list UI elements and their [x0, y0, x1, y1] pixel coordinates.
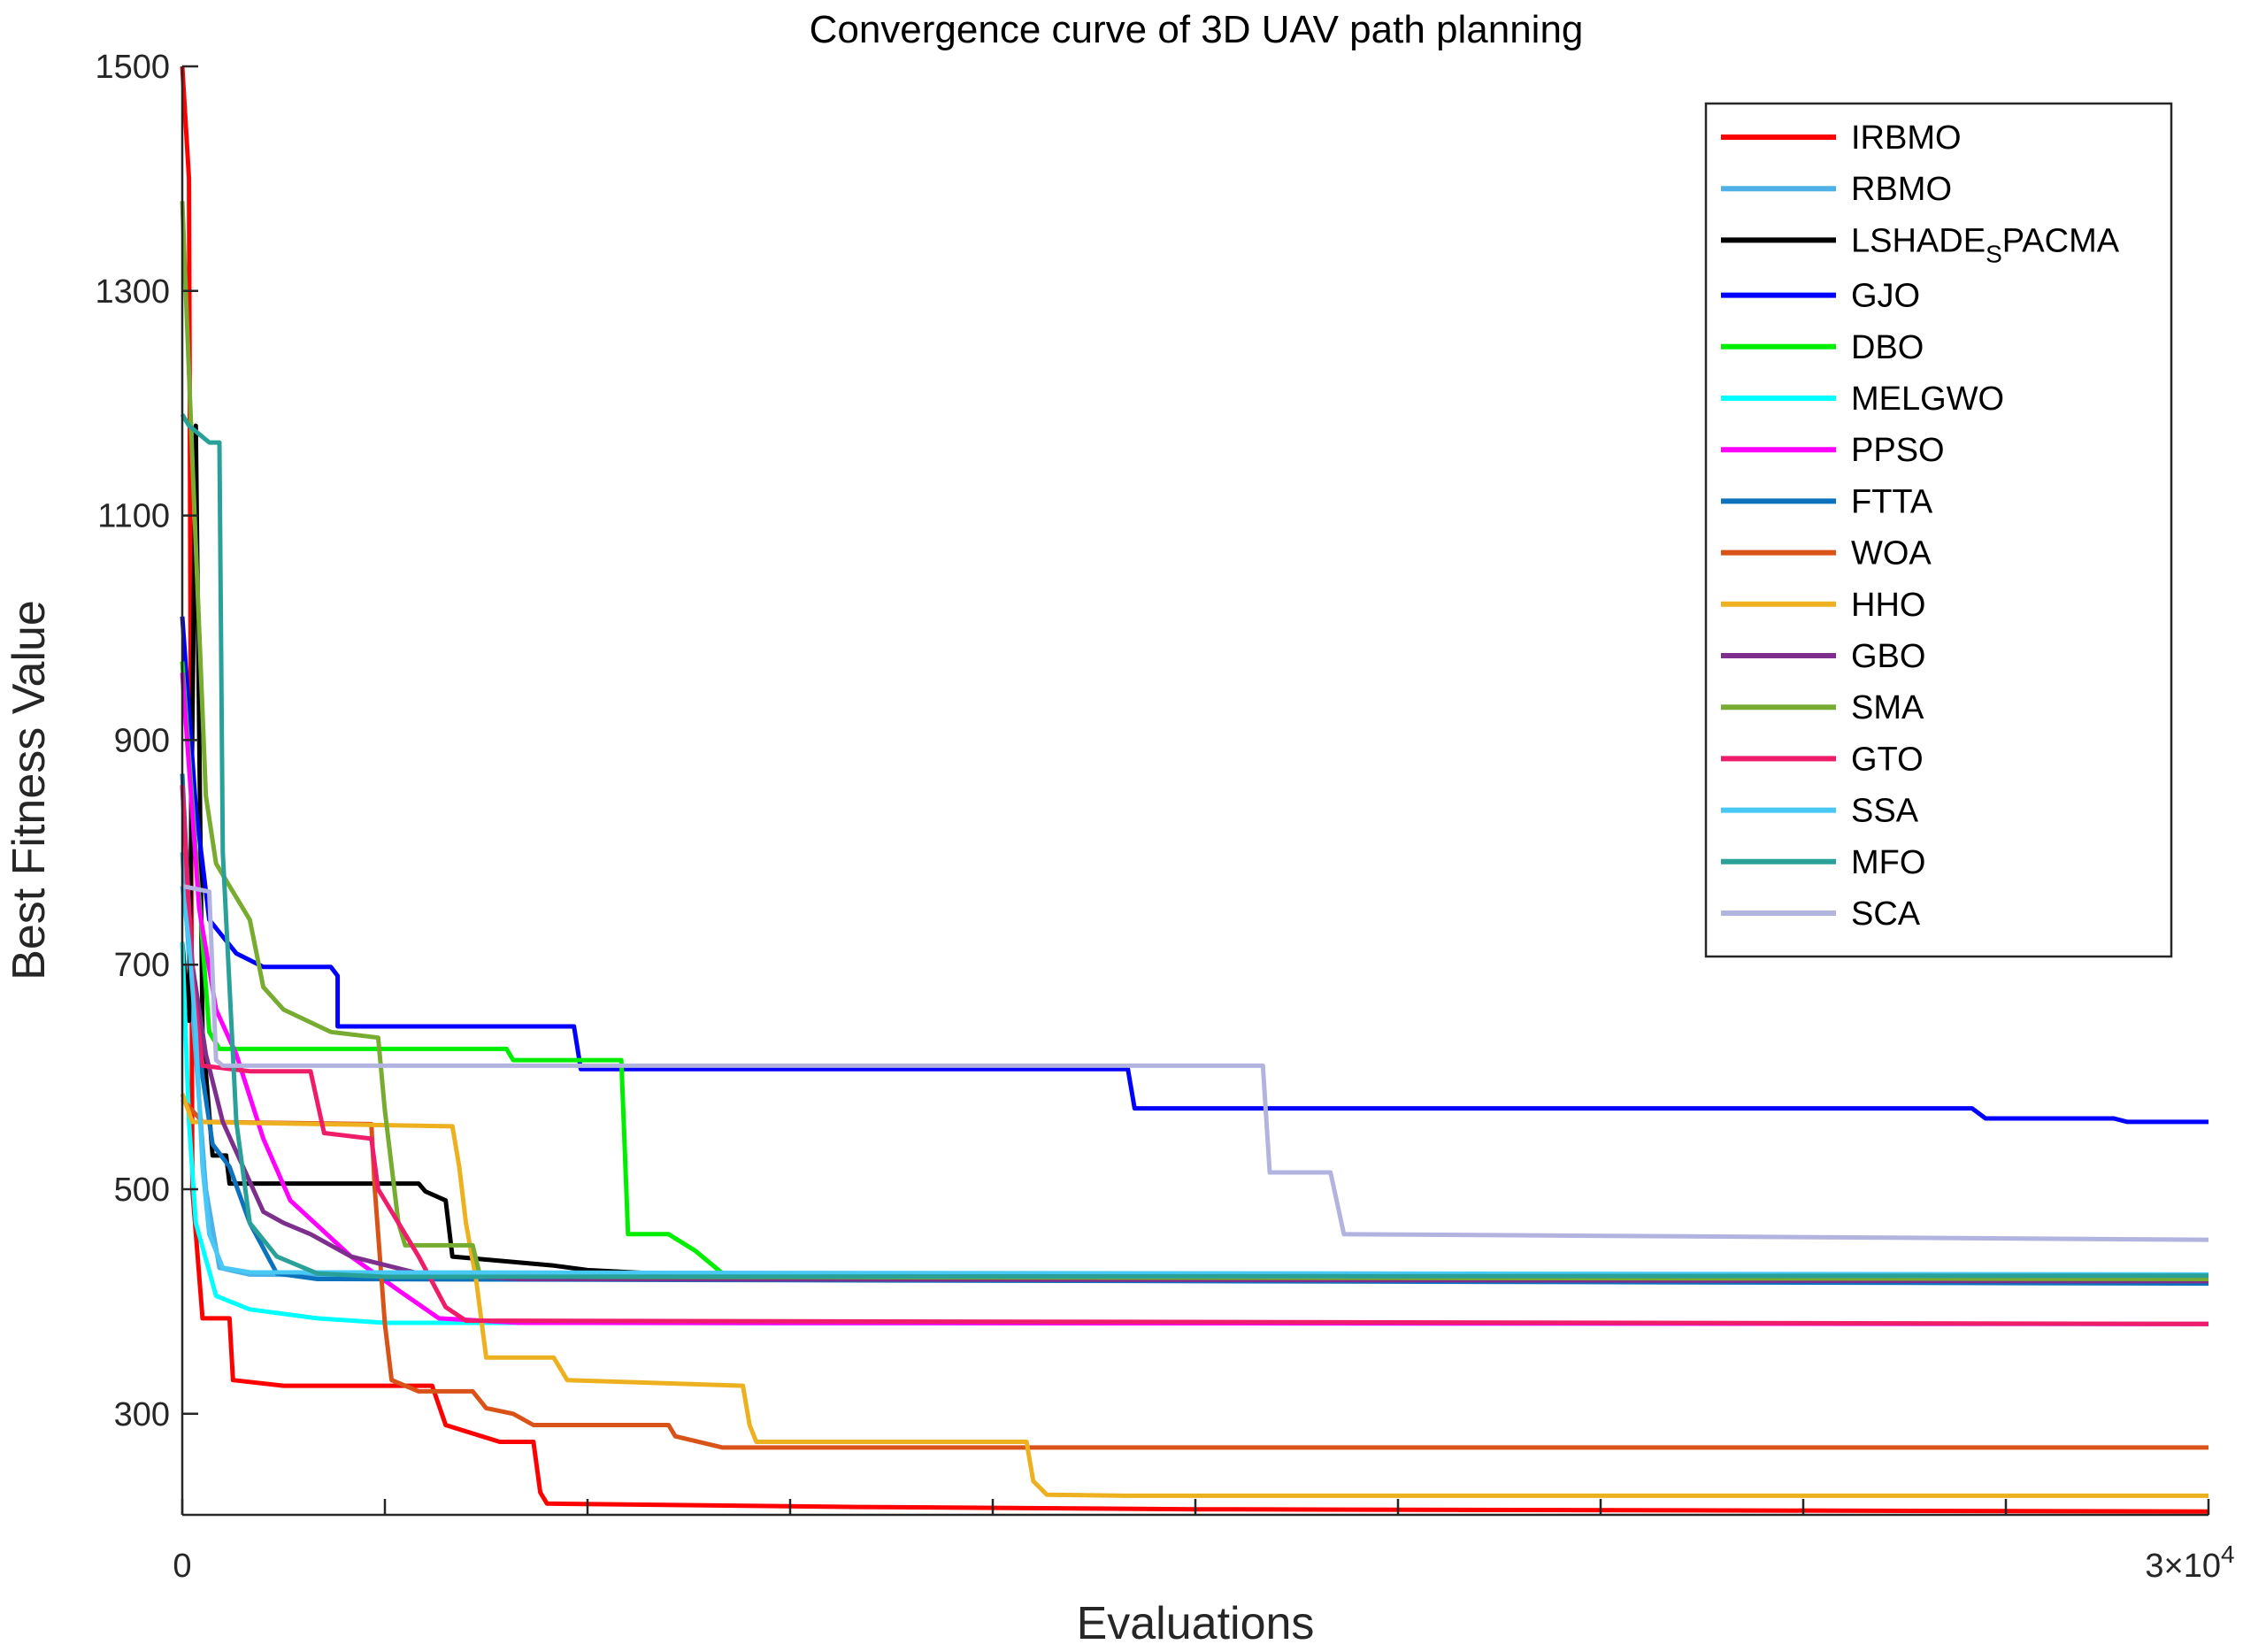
- x-axis-label: Evaluations: [1077, 1598, 1315, 1649]
- legend-label-rbmo: RBMO: [1851, 171, 1952, 208]
- x-tick-label-max-base: 3×10: [2145, 1548, 2221, 1585]
- legend-label-ppso: PPSO: [1851, 432, 1945, 469]
- legend-label-hho: HHO: [1851, 587, 1925, 624]
- legend-label-irbmo: IRBMO: [1851, 119, 1962, 157]
- legend-label-lshade-spacma: LSHADESPACMA: [1851, 222, 2120, 267]
- legend-label-gjo: GJO: [1851, 278, 1920, 315]
- series-line-gto: [180, 785, 2209, 1326]
- x-axis-ticks: [181, 1499, 2210, 1515]
- chart-title: Convergence curve of 3D UAV path plannin…: [810, 8, 1584, 51]
- y-axis-label: Best Fitness Value: [4, 600, 55, 980]
- x-tick-label-0: 0: [173, 1548, 191, 1585]
- legend-label-mfo: MFO: [1851, 844, 1925, 881]
- y-tick-label-500: 500: [114, 1172, 170, 1209]
- y-tick-label-300: 300: [114, 1396, 170, 1433]
- legend-label-woa: WOA: [1851, 535, 1932, 572]
- legend-box: [1704, 102, 2173, 958]
- series-line-hho: [180, 1093, 2208, 1498]
- series-line-sma: [180, 201, 2209, 1281]
- legend-label-gbo: GBO: [1851, 638, 1925, 675]
- series-line-mfo: [180, 413, 2209, 1279]
- x-tick-exponent: 4: [2221, 1541, 2235, 1568]
- legend: IRBMO RBMO LSHADESPACMA GJO DBO MELGWO PPSO FTT…: [1704, 102, 2173, 958]
- y-tick-label-1500: 1500: [95, 49, 170, 86]
- legend-label-ftta: FTTA: [1851, 483, 1933, 520]
- legend-label-gto: GTO: [1851, 741, 1924, 778]
- legend-label-sca: SCA: [1851, 895, 1921, 933]
- legend-label-melgwo: MELGWO: [1851, 380, 2004, 418]
- y-tick-label-1300: 1300: [95, 273, 170, 311]
- series-line-irbmo: [180, 65, 2209, 1514]
- legend-label-dbo: DBO: [1851, 329, 1924, 366]
- series-line-ssa: [180, 886, 2209, 1277]
- y-tick-label-900: 900: [114, 722, 170, 759]
- y-axis-ticks: 300 500 700 900 1100 1300 1500: [95, 49, 198, 1433]
- legend-label-sma: SMA: [1851, 689, 1924, 726]
- series-line-sca: [181, 883, 2209, 1242]
- series-lines: [180, 65, 2209, 1514]
- y-tick-label-700: 700: [114, 947, 170, 984]
- legend-label-ssa: SSA: [1851, 793, 1919, 830]
- x-tick-label-max: 3×104: [2145, 1541, 2234, 1585]
- y-tick-label-1100: 1100: [97, 498, 170, 535]
